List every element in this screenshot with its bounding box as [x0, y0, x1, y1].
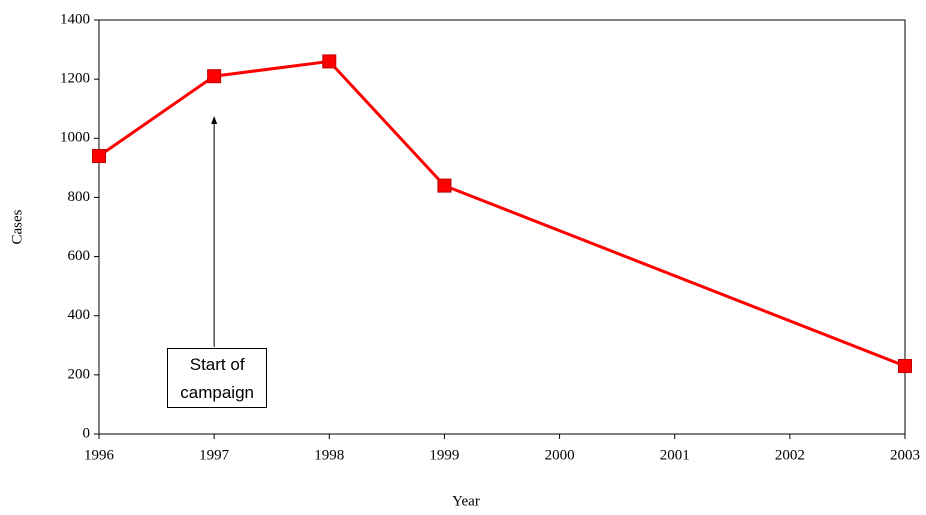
x-tick-label: 1997 [199, 447, 230, 463]
y-axis-title: Cases [9, 209, 25, 244]
y-tick-label: 1400 [60, 11, 90, 27]
x-tick-label: 2003 [890, 447, 920, 463]
x-tick-label: 1996 [84, 447, 115, 463]
marker [437, 178, 452, 193]
marker [92, 149, 106, 164]
y-tick-label: 1000 [60, 130, 90, 146]
y-tick-label: 200 [68, 366, 91, 382]
x-tick-label: 1998 [314, 447, 344, 463]
plot-frame [98, 19, 906, 435]
marker [322, 54, 337, 69]
y-tick-label: 400 [68, 307, 91, 323]
y-tick-label: 800 [68, 189, 91, 205]
marker [207, 69, 222, 84]
annotation: Start of campaign [167, 348, 268, 408]
y-tick-label: 0 [83, 425, 91, 441]
line [98, 59, 906, 368]
annotation-arrowhead [211, 116, 218, 124]
marker [898, 358, 912, 373]
x-tick-label: 1999 [429, 447, 459, 463]
y-tick-label: 600 [68, 248, 91, 264]
x-tick-label: 2002 [775, 447, 805, 463]
x-axis-title: Year [452, 493, 480, 509]
x-tick-label: 2001 [660, 447, 690, 463]
x-tick-label: 2000 [545, 447, 575, 463]
y-tick-label: 1200 [60, 71, 90, 87]
